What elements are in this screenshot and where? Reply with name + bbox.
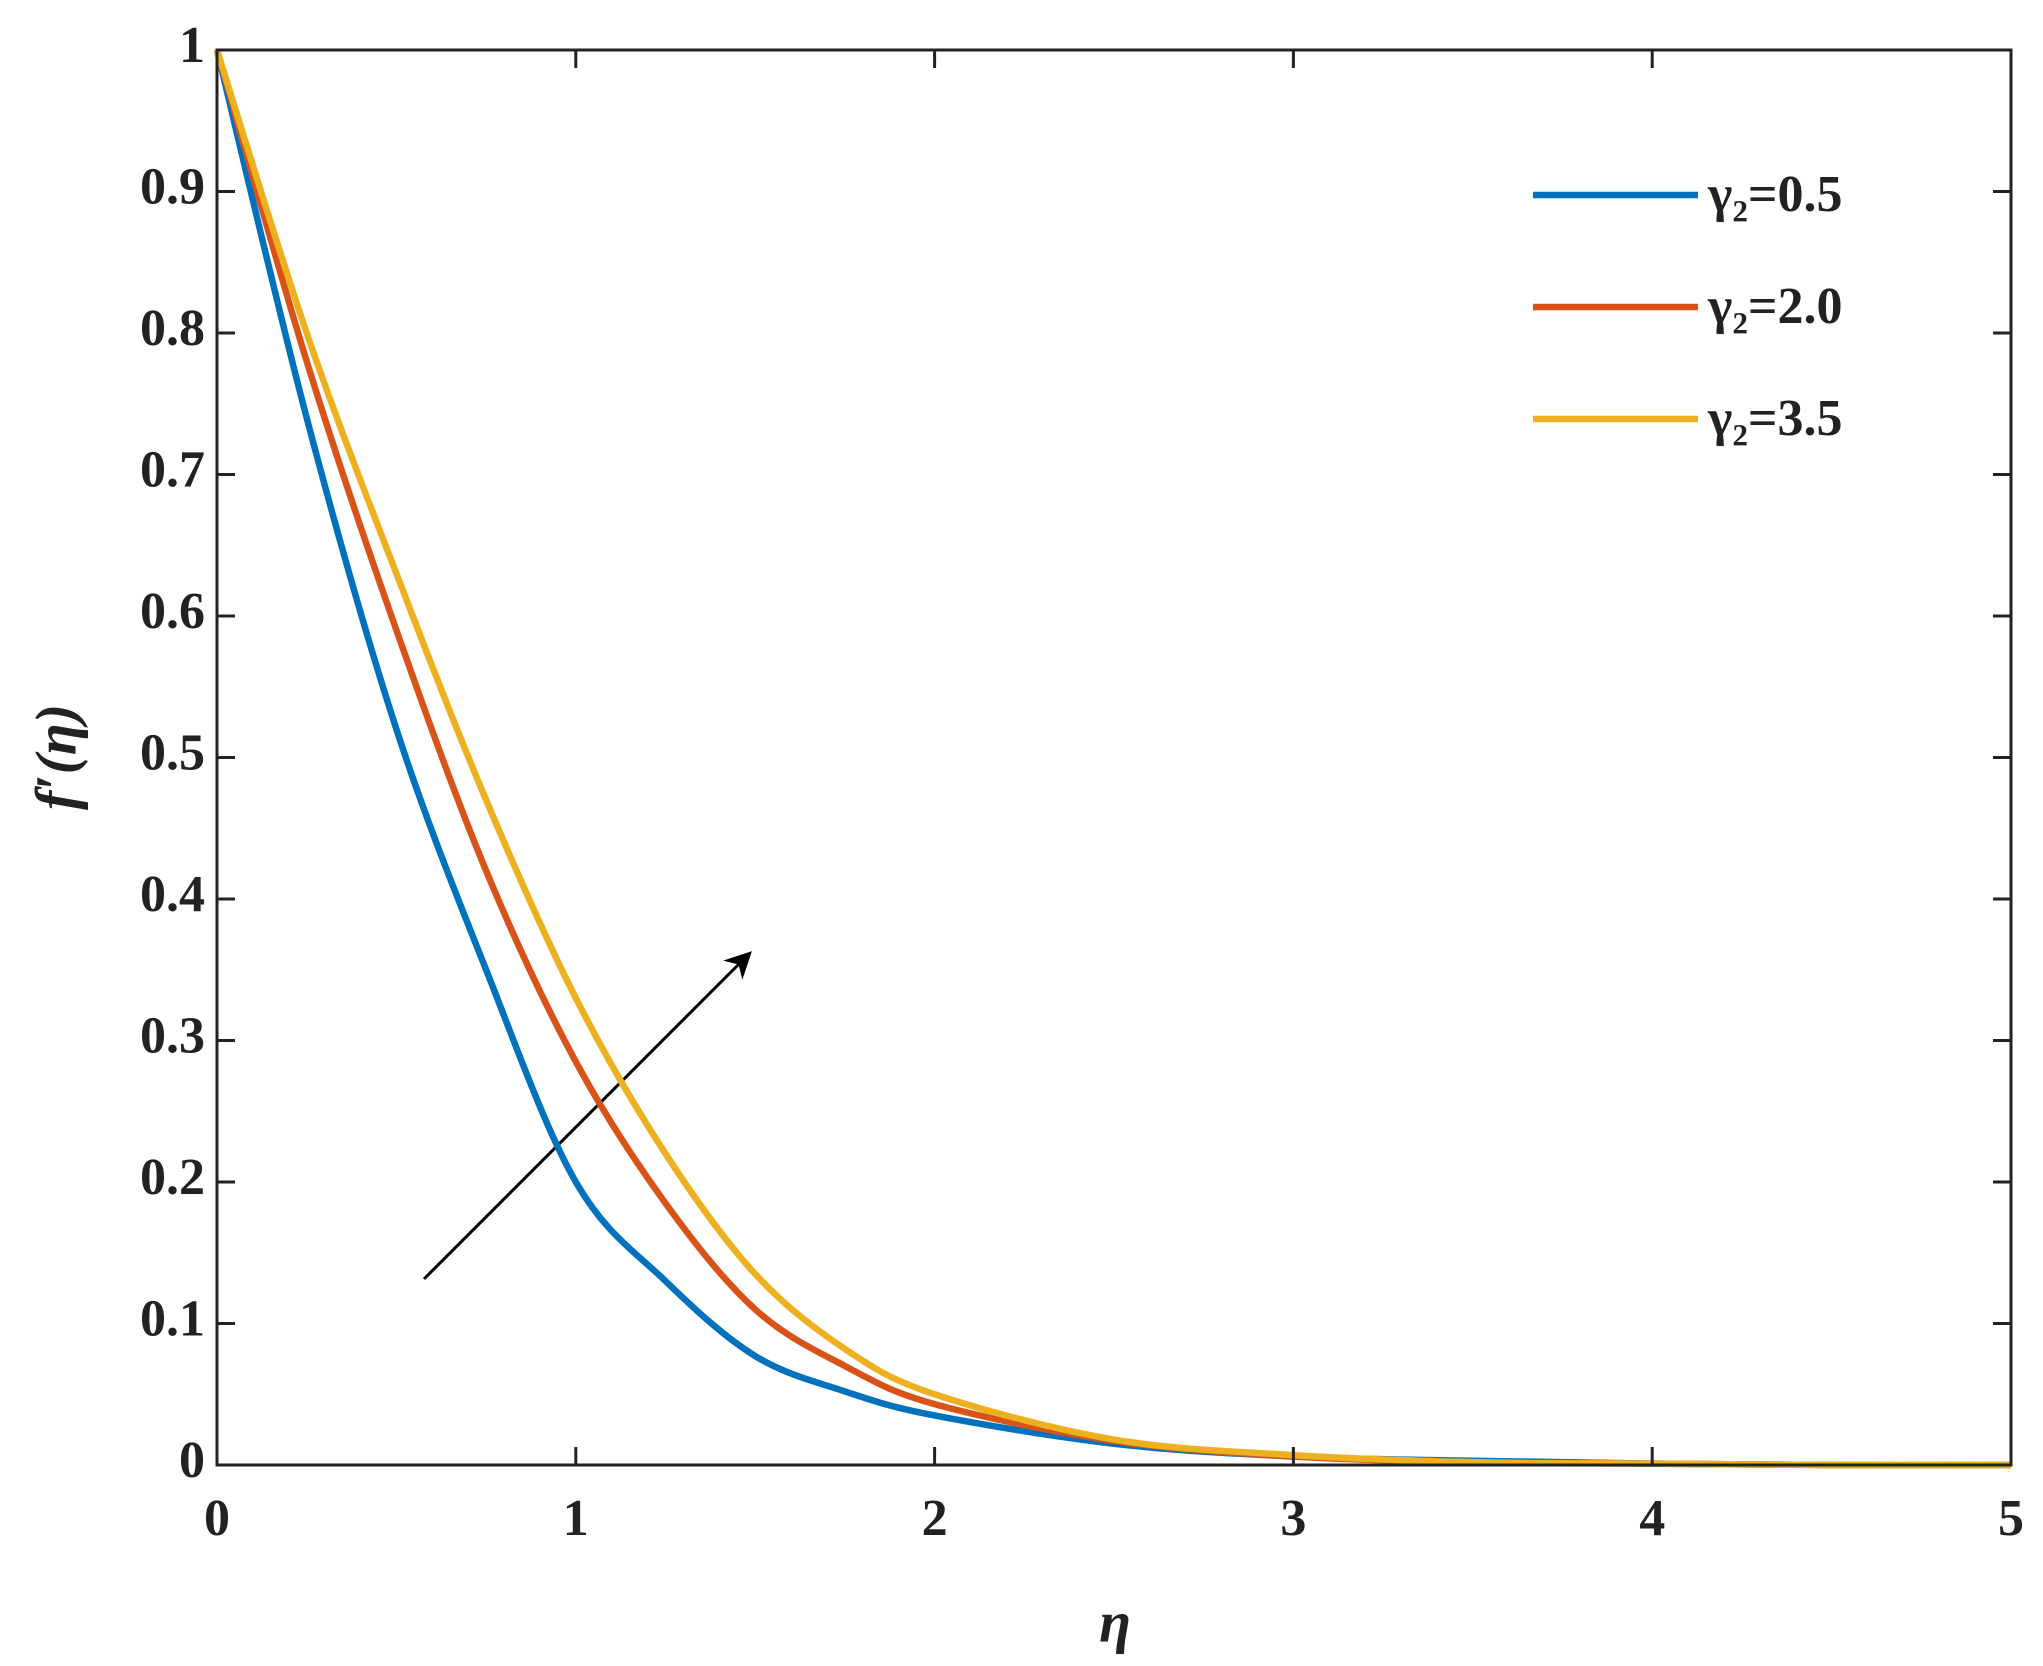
x-tick-label: 5: [1998, 1490, 2024, 1547]
legend-label: γ₂=2.0: [1707, 278, 1843, 335]
x-axis-label: η: [1099, 1589, 1131, 1654]
y-tick-label: 0.9: [140, 158, 205, 215]
plot-frame: [215, 48, 2013, 1467]
y-axis-label: f′(η): [23, 704, 88, 810]
y-tick-label: 0: [179, 1432, 205, 1489]
legend-label: γ₂=3.5: [1707, 390, 1843, 447]
series-line: [213, 49, 2012, 1469]
x-tick-label: 3: [1280, 1490, 1306, 1547]
y-tick-label: 0.3: [140, 1007, 205, 1064]
series-line: [213, 49, 2012, 1469]
x-tick-label: 4: [1639, 1490, 1665, 1547]
x-tick-label: 2: [922, 1490, 948, 1547]
y-tick-label: 0.2: [140, 1149, 205, 1206]
x-tick-label: 1: [563, 1490, 589, 1547]
y-tick-label: 0.6: [140, 583, 205, 640]
y-tick-label: 1: [179, 17, 205, 74]
y-tick-label: 0.7: [140, 441, 205, 498]
legend-label: γ₂=0.5: [1707, 166, 1843, 223]
y-tick-label: 0.1: [140, 1290, 205, 1347]
x-tick-label: 0: [204, 1490, 230, 1547]
trend-arrow: [422, 951, 752, 1281]
y-tick-label: 0.4: [140, 866, 205, 923]
y-tick-label: 0.8: [140, 300, 205, 357]
y-tick-label: 0.5: [140, 724, 205, 781]
series-line: [213, 49, 2012, 1469]
